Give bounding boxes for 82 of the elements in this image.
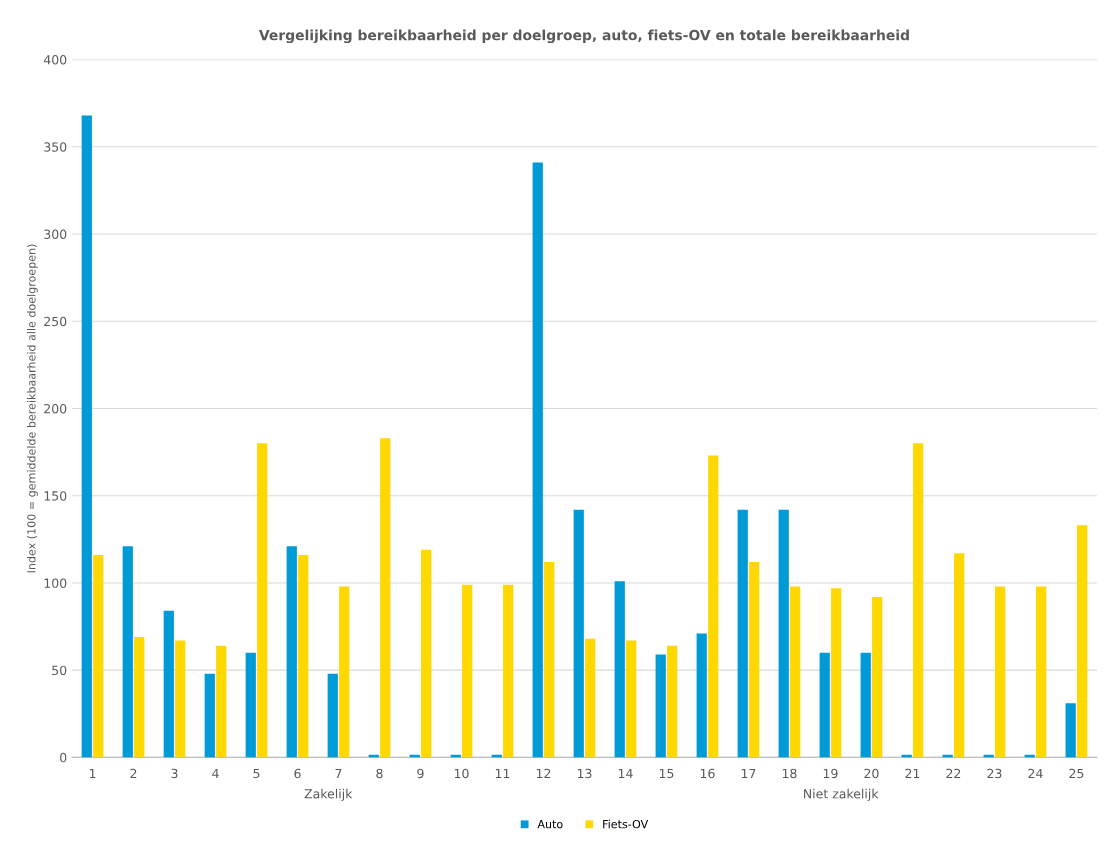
bar (872, 596, 883, 758)
x-tick-label: 7 (335, 768, 342, 778)
x-tick-label: 8 (376, 768, 383, 779)
bar (995, 586, 1006, 758)
bar (544, 562, 555, 758)
bar (790, 586, 801, 758)
bar (708, 455, 719, 758)
bar (532, 162, 543, 758)
x-tick-label: 10 (454, 768, 469, 779)
bar (585, 638, 596, 758)
y-tick-label: 0 (60, 752, 67, 763)
bar (1036, 586, 1047, 758)
bar (749, 562, 760, 758)
x-tick-label: 21 (905, 768, 920, 778)
x-tick-label: 9 (417, 768, 424, 779)
bar (134, 637, 145, 758)
bar (831, 588, 842, 758)
x-tick-label: 23 (987, 768, 1002, 779)
y-tick-label: 50 (52, 665, 67, 676)
y-tick-label: 200 (44, 403, 67, 414)
bar (819, 652, 830, 758)
bar (175, 640, 186, 758)
x-tick-label: 5 (253, 768, 260, 779)
y-axis-title: Index (100 = gemiddelde bereikbaarheid alle doelgroepen) (26, 244, 38, 573)
x-tick-label: 24 (1028, 768, 1043, 778)
x-tick-label: 2 (130, 768, 137, 778)
bar (462, 584, 473, 758)
x-tick-label: 6 (294, 768, 301, 779)
bar (245, 652, 256, 758)
bar (913, 443, 924, 758)
bar (626, 640, 637, 758)
x-tick-label: 17 (741, 768, 756, 778)
bar (93, 555, 104, 758)
y-tick-label: 100 (44, 578, 67, 588)
bar (204, 673, 215, 758)
x-tick-label: 15 (659, 768, 674, 779)
x-tick-label: 13 (577, 768, 592, 779)
y-tick-label: 300 (44, 229, 67, 239)
x-tick-label: 11 (495, 768, 510, 778)
legend-label: Auto (537, 820, 563, 829)
bar (257, 443, 268, 758)
y-tick-label: 400 (43, 55, 67, 65)
bar (122, 546, 133, 758)
y-tick-label: 350 (44, 142, 67, 152)
legend-label: Fiets-OV (603, 819, 649, 829)
x-tick-label: 22 (946, 768, 961, 778)
x-tick-label: 19 (823, 768, 838, 779)
x-tick-label: 3 (171, 768, 178, 779)
y-tick-label: 150 (44, 491, 67, 501)
bar (778, 509, 789, 758)
text: Niet zakelijk (804, 788, 879, 801)
x-tick-label: 18 (782, 768, 797, 779)
bar (737, 509, 748, 758)
bar (1077, 525, 1088, 758)
bar (573, 509, 584, 758)
bar (860, 652, 871, 758)
bar (286, 546, 297, 758)
bar (163, 610, 174, 758)
chart-title: Vergelijking bereikbaarheid per doelgroep, auto, fiets-OV en totale bereikbaarheid (258, 29, 909, 44)
x-tick-label: 12 (536, 768, 551, 778)
text: Zakelijk (304, 788, 353, 801)
bar (380, 438, 391, 758)
bar (655, 654, 666, 758)
x-tick-label: 1 (89, 768, 96, 778)
bar (667, 645, 678, 758)
x-tick-label: 4 (212, 768, 219, 778)
bar (339, 586, 350, 758)
bar (503, 584, 514, 758)
x-tick-label: 25 (1069, 768, 1084, 779)
bar (216, 645, 227, 758)
bar (298, 555, 309, 758)
bar (81, 115, 92, 758)
y-tick-label: 250 (44, 316, 67, 327)
bar (954, 553, 965, 758)
x-tick-label: 16 (700, 768, 715, 779)
x-tick-label: 14 (618, 768, 633, 778)
bar (1065, 703, 1076, 758)
bar (696, 633, 707, 758)
bar (421, 549, 432, 758)
x-tick-label: 20 (864, 768, 879, 779)
bar (614, 581, 625, 758)
bar (327, 673, 338, 758)
